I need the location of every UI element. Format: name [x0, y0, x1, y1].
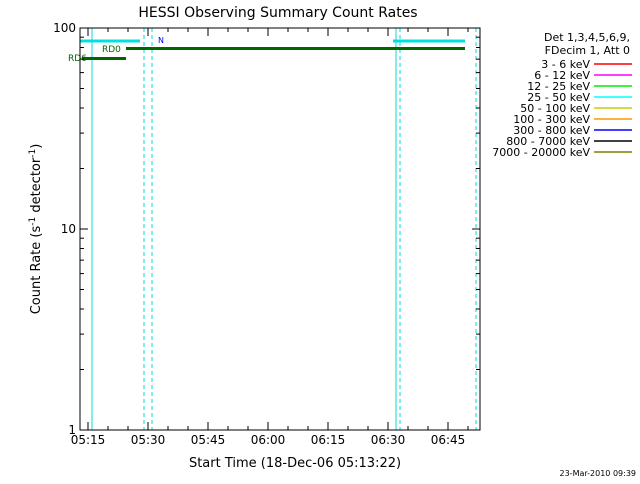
flag-bars: RD0 RD6 N: [68, 36, 465, 64]
chart-title: HESSI Observing Summary Count Rates: [138, 5, 417, 21]
legend-label-2: 6 - 12 keV: [534, 69, 590, 82]
legend-header-detectors: Det 1,3,4,5,6,9,: [544, 31, 630, 44]
rd0-flag-label: RD0: [102, 45, 121, 55]
legend-label-4: 25 - 50 keV: [527, 91, 590, 104]
y-label-end: ): [29, 144, 44, 149]
x-tick-label-6: 06:30: [371, 433, 406, 447]
legend: Det 1,3,4,5,6,9, FDecim 1, Att 0 3 - 6 k…: [492, 31, 632, 159]
y-tick-label-3: 100: [53, 21, 76, 35]
rd6-flag-label: RD6: [68, 54, 87, 64]
x-tick-label-2: 05:30: [131, 433, 166, 447]
x-tick-label-3: 05:45: [191, 433, 226, 447]
axes: 05:15 05:30 05:45 06:00 06:15 06:30 06:45 1 10 10…: [53, 21, 480, 447]
legend-label-8: 800 - 7000 keV: [506, 135, 590, 148]
x-tick-label-5: 06:15: [311, 433, 346, 447]
y-tick-label-1: 1: [68, 423, 76, 437]
x-tick-label-7: 06:45: [431, 433, 466, 447]
y-label-sup1: -1: [28, 217, 38, 226]
legend-label-6: 100 - 300 keV: [513, 113, 590, 126]
y-axis-label: Count Rate (s-1 detector-1): [28, 144, 44, 315]
legend-label-1: 3 - 6 keV: [541, 58, 590, 71]
y-label-mid: detector: [29, 157, 44, 217]
generation-timestamp: 23-Mar-2010 09:39: [560, 469, 637, 478]
x-tick-label-1: 05:15: [71, 433, 106, 447]
legend-label-7: 300 - 800 keV: [513, 124, 590, 137]
y-label-sup2: -1: [28, 149, 38, 158]
saa-markers: [143, 28, 477, 430]
x-tick-label-4: 06:00: [251, 433, 286, 447]
legend-label-5: 50 - 100 keV: [520, 102, 590, 115]
legend-header-attenuator: FDecim 1, Att 0: [545, 44, 630, 57]
x-axis-label: Start Time (18-Dec-06 05:13:22): [189, 456, 401, 471]
legend-label-3: 12 - 25 keV: [527, 80, 590, 93]
y-label-main: Count Rate (s: [29, 226, 44, 315]
legend-label-9: 7000 - 20000 keV: [492, 146, 590, 159]
n-flag-label: N: [158, 36, 164, 45]
y-tick-label-2: 10: [61, 222, 76, 236]
